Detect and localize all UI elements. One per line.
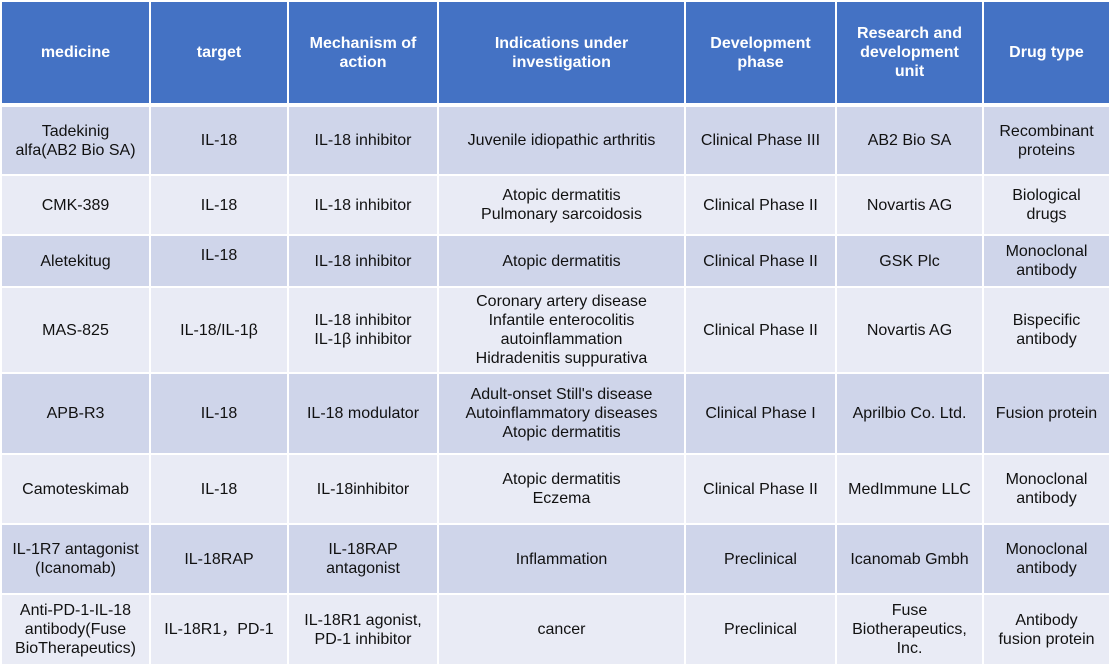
cell-drug-type: Recombinant proteins	[982, 104, 1109, 176]
cell-drug-type: Monoclonal antibody	[982, 453, 1109, 525]
column-header-phase: Development phase	[684, 0, 837, 107]
cell-medicine: APB-R3	[0, 372, 151, 455]
cell-rd-unit: Fuse Biotherapeutics, Inc.	[835, 593, 984, 666]
cell-drug-type: Antibody fusion protein	[982, 593, 1109, 666]
table-row: Tadekinig alfa(AB2 Bio SA) IL-18 IL-18 i…	[0, 104, 1109, 176]
cell-rd-unit: Novartis AG	[835, 286, 984, 374]
cell-rd-unit: AB2 Bio SA	[835, 104, 984, 176]
cell-indications: Atopic dermatitis	[437, 234, 686, 288]
cell-phase: Preclinical	[684, 523, 837, 595]
cell-target: IL-18	[149, 372, 289, 455]
cell-drug-type: Monoclonal antibody	[982, 234, 1109, 288]
cell-medicine: Tadekinig alfa(AB2 Bio SA)	[0, 104, 151, 176]
cell-medicine: IL-1R7 antagonist (Icanomab)	[0, 523, 151, 595]
cell-target: IL-18	[149, 453, 289, 525]
cell-drug-type: Biological drugs	[982, 174, 1109, 236]
column-header-rd-unit: Research and development unit	[835, 0, 984, 107]
cell-indications: Atopic dermatitis Eczema	[437, 453, 686, 525]
cell-rd-unit: Novartis AG	[835, 174, 984, 236]
cell-medicine: Camoteskimab	[0, 453, 151, 525]
column-header-medicine: medicine	[0, 0, 151, 107]
table-row: Camoteskimab IL-18 IL-18inhibitor Atopic…	[0, 453, 1109, 525]
cell-target: IL-18	[149, 174, 289, 236]
cell-medicine: MAS-825	[0, 286, 151, 374]
cell-phase: Preclinical	[684, 593, 837, 666]
cell-mechanism: IL-18R1 agonist, PD-1 inhibitor	[287, 593, 439, 666]
cell-phase: Clinical Phase II	[684, 453, 837, 525]
cell-mechanism: IL-18RAP antagonist	[287, 523, 439, 595]
cell-rd-unit: Icanomab Gmbh	[835, 523, 984, 595]
cell-medicine: Aletekitug	[0, 234, 151, 288]
table-row: Aletekitug IL-18 IL-18 inhibitor Atopic …	[0, 234, 1109, 288]
cell-rd-unit: GSK Plc	[835, 234, 984, 288]
cell-mechanism: IL-18 inhibitor	[287, 104, 439, 176]
cell-rd-unit: MedImmune LLC	[835, 453, 984, 525]
cell-phase: Clinical Phase II	[684, 234, 837, 288]
cell-phase: Clinical Phase II	[684, 174, 837, 236]
cell-phase: Clinical Phase II	[684, 286, 837, 374]
column-header-drug-type: Drug type	[982, 0, 1109, 107]
cell-mechanism: IL-18inhibitor	[287, 453, 439, 525]
cell-drug-type: Bispecific antibody	[982, 286, 1109, 374]
cell-target: IL-18/IL-1β	[149, 286, 289, 374]
table-row: Anti-PD-1-IL-18 antibody(Fuse BioTherape…	[0, 593, 1109, 666]
cell-drug-type: Fusion protein	[982, 372, 1109, 455]
cell-indications: Adult-onset Still's disease Autoinflamma…	[437, 372, 686, 455]
column-header-mechanism: Mechanism of action	[287, 0, 439, 107]
cell-medicine: CMK-389	[0, 174, 151, 236]
column-header-indications: Indications under investigation	[437, 0, 686, 107]
cell-target: IL-18	[149, 104, 289, 176]
cell-mechanism: IL-18 inhibitor	[287, 234, 439, 288]
cell-phase: Clinical Phase I	[684, 372, 837, 455]
cell-indications: Inflammation	[437, 523, 686, 595]
cell-mechanism: IL-18 modulator	[287, 372, 439, 455]
cell-target: IL-18	[149, 234, 289, 288]
cell-rd-unit: Aprilbio Co. Ltd.	[835, 372, 984, 455]
cell-indications: Juvenile idiopathic arthritis	[437, 104, 686, 176]
cell-medicine: Anti-PD-1-IL-18 antibody(Fuse BioTherape…	[0, 593, 151, 666]
column-header-target: target	[149, 0, 289, 107]
table-row: APB-R3 IL-18 IL-18 modulator Adult-onset…	[0, 372, 1109, 455]
cell-mechanism: IL-18 inhibitor	[287, 174, 439, 236]
table-row: MAS-825 IL-18/IL-1β IL-18 inhibitor IL-1…	[0, 286, 1109, 374]
cell-phase: Clinical Phase III	[684, 104, 837, 176]
cell-indications: Atopic dermatitis Pulmonary sarcoidosis	[437, 174, 686, 236]
table-row: CMK-389 IL-18 IL-18 inhibitor Atopic der…	[0, 174, 1109, 236]
cell-indications: cancer	[437, 593, 686, 666]
cell-drug-type: Monoclonal antibody	[982, 523, 1109, 595]
cell-target: IL-18RAP	[149, 523, 289, 595]
table-row: IL-1R7 antagonist (Icanomab) IL-18RAP IL…	[0, 523, 1109, 595]
cell-mechanism: IL-18 inhibitor IL-1β inhibitor	[287, 286, 439, 374]
cell-indications: Coronary artery disease Infantile entero…	[437, 286, 686, 374]
header-row: medicine target Mechanism of action Indi…	[0, 0, 1109, 107]
cell-target: IL-18R1，PD-1	[149, 593, 289, 666]
